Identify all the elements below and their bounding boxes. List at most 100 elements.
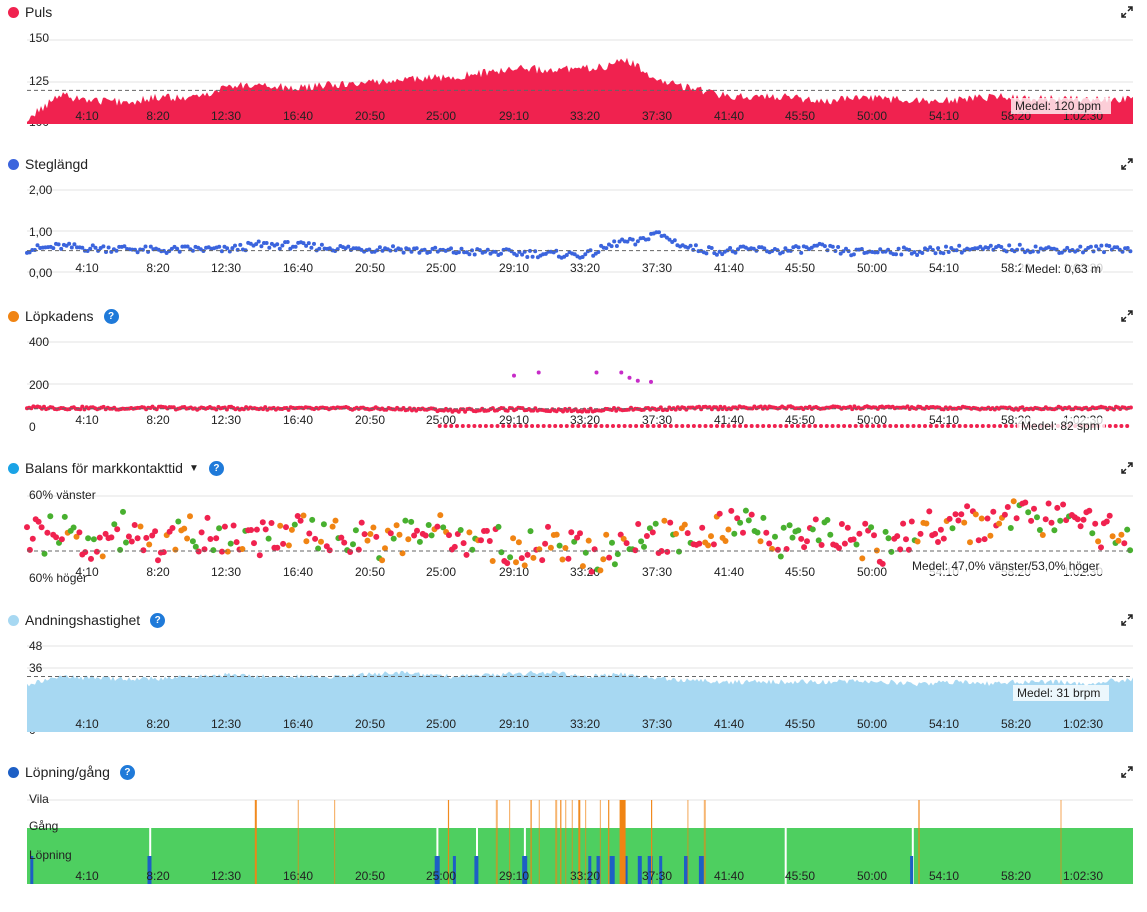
balance-point	[29, 535, 36, 542]
x-tick-label: 16:40	[283, 109, 313, 123]
heart-rate-chart[interactable]: 1501251004:108:2012:3016:4020:5025:0029:…	[0, 0, 1147, 152]
balance-point	[408, 518, 415, 525]
expand-icon[interactable]	[1121, 462, 1133, 474]
cadence-point	[80, 404, 85, 409]
expand-icon[interactable]	[1121, 6, 1133, 18]
stride-point	[525, 255, 530, 259]
help-icon[interactable]: ?	[103, 308, 119, 324]
cadence-point-zero	[761, 424, 766, 428]
stride-point	[896, 246, 901, 251]
stride-point	[630, 237, 635, 242]
stride-point	[999, 245, 1004, 249]
balance-point	[667, 519, 674, 526]
help-icon[interactable]: ?	[150, 612, 166, 628]
balance-point	[815, 537, 822, 544]
balance-point	[137, 523, 144, 530]
x-tick-label: 25:00	[426, 413, 456, 427]
cadence-point-zero	[478, 424, 483, 428]
help-icon[interactable]: ?	[119, 764, 135, 780]
cadence-point-zero	[1125, 424, 1130, 428]
stride-length-chart[interactable]: 2,00 1,00 0,00 4:10 8:20 12:30 16:40 20:50 25:00…	[0, 152, 1147, 304]
stride-point	[459, 246, 464, 251]
balance-point	[117, 546, 124, 553]
expand-icon[interactable]	[1121, 310, 1133, 322]
balance-point	[780, 524, 787, 531]
stride-point	[1065, 245, 1070, 250]
balance-point	[329, 523, 336, 530]
stride-point	[312, 241, 316, 246]
cadence-point-zero	[645, 424, 650, 428]
balance-point	[559, 556, 566, 563]
x-tick-label: 45:50	[785, 565, 815, 579]
balance-point	[1028, 517, 1035, 524]
cadence-point-zero	[957, 424, 962, 428]
y-tick-label: 60% vänster	[29, 488, 96, 502]
balance-point	[649, 529, 656, 536]
balance-point	[710, 541, 717, 548]
balance-point	[545, 523, 551, 530]
x-tick-label: 4:10	[75, 413, 99, 427]
x-tick-label: 20:50	[355, 565, 385, 579]
cadence-point-zero	[507, 424, 511, 428]
balance-point	[772, 533, 778, 540]
balance-point	[451, 543, 458, 550]
balance-point	[964, 503, 971, 510]
cadence-point-zero	[639, 424, 644, 428]
balance-point	[160, 549, 167, 556]
balance-point	[1080, 516, 1087, 523]
balance-point	[320, 521, 327, 528]
running-strip	[637, 856, 642, 884]
cadence-point-zero	[888, 424, 893, 428]
stride-point	[930, 248, 935, 252]
stride-point	[472, 252, 477, 257]
cadence-point-zero	[743, 424, 748, 428]
balance-point	[574, 534, 581, 541]
balance-point	[769, 545, 776, 552]
balance-point	[227, 540, 234, 547]
expand-icon[interactable]	[1121, 614, 1133, 626]
stride-point	[633, 242, 638, 247]
stride-point	[467, 252, 472, 257]
stride-point	[796, 245, 801, 250]
stride-point	[635, 239, 640, 244]
stride-point	[414, 246, 419, 251]
balance-point	[539, 557, 546, 564]
stride-point	[148, 244, 153, 249]
stride-point	[235, 247, 240, 252]
panel-title-balans: Balans för markkontakttid ▼ ?	[8, 460, 224, 476]
cadence-chart[interactable]: 400 200 0 4:10 8:20 12:30 16:40 20:50 25:00 29:10…	[0, 304, 1147, 456]
stride-point	[335, 247, 340, 252]
x-tick-label: 41:40	[714, 109, 744, 123]
balance-point	[120, 508, 126, 515]
balance-point	[463, 551, 470, 558]
running-strip	[647, 856, 653, 884]
balance-point	[291, 521, 298, 528]
cadence-point-zero	[686, 424, 691, 428]
balance-point	[306, 530, 313, 537]
balance-point	[489, 558, 496, 564]
balance-point	[370, 524, 377, 531]
x-tick-label: 12:30	[211, 565, 241, 579]
panel-title-lopning: Löpning/gång ?	[8, 764, 135, 780]
stride-point	[933, 251, 938, 256]
stride-point	[941, 251, 946, 256]
dropdown-caret-icon[interactable]: ▼	[188, 462, 199, 474]
cadence-point	[905, 404, 910, 409]
balance-point	[754, 529, 761, 536]
x-tick-label: 4:10	[75, 109, 99, 123]
expand-icon[interactable]	[1121, 158, 1133, 170]
legend-dot-icon	[8, 158, 19, 170]
x-tick-label: 1:02:30	[1063, 869, 1103, 883]
stride-point	[319, 242, 324, 247]
balance-point	[1051, 527, 1058, 534]
stride-point	[433, 245, 438, 250]
balance-point	[577, 530, 583, 537]
x-tick-label: 16:40	[283, 261, 313, 275]
respiration-chart[interactable]: 4836241204:108:2012:3016:4020:5025:0029:…	[0, 608, 1147, 760]
help-icon[interactable]: ?	[208, 460, 224, 476]
stride-point	[957, 243, 962, 248]
balance-point	[871, 532, 877, 539]
expand-icon[interactable]	[1121, 766, 1133, 778]
